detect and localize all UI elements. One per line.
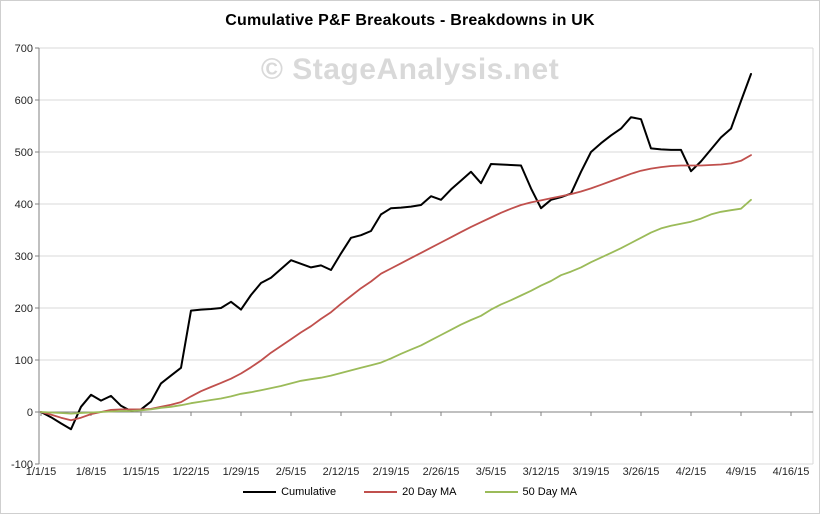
x-axis-label: 1/15/15 bbox=[123, 466, 160, 478]
x-axis-label: 2/12/15 bbox=[323, 466, 360, 478]
x-axis-label: 2/26/15 bbox=[423, 466, 460, 478]
y-axis-label: -100 bbox=[11, 459, 33, 471]
y-axis-label: 400 bbox=[15, 199, 33, 211]
series-line-20-day-ma bbox=[40, 154, 752, 422]
legend-swatch-20-day-ma bbox=[364, 491, 398, 493]
x-axis-label: 4/9/15 bbox=[726, 466, 757, 478]
x-axis-label: 2/19/15 bbox=[373, 466, 410, 478]
x-axis-label: 4/16/15 bbox=[773, 466, 810, 478]
series-line-50-day-ma bbox=[40, 198, 752, 415]
y-axis-label: 600 bbox=[15, 95, 33, 107]
y-axis-label: 0 bbox=[27, 407, 33, 419]
x-axis-label: 1/22/15 bbox=[173, 466, 210, 478]
legend-item-cumulative: Cumulative bbox=[243, 486, 336, 498]
legend-swatch-cumulative bbox=[243, 491, 277, 493]
legend-label-cumulative: Cumulative bbox=[281, 486, 337, 498]
x-axis-label: 3/5/15 bbox=[476, 466, 507, 478]
x-axis-label: 4/2/15 bbox=[676, 466, 707, 478]
y-axis-label: 100 bbox=[15, 355, 33, 367]
legend: Cumulative 20 Day MA 50 Day MA bbox=[1, 486, 819, 498]
legend-label-50-day-ma: 50 Day MA bbox=[522, 486, 577, 498]
x-axis-label: 1/8/15 bbox=[76, 466, 107, 478]
x-axis-label: 2/5/15 bbox=[276, 466, 307, 478]
x-axis-label: 1/1/15 bbox=[26, 466, 57, 478]
y-axis-label: 500 bbox=[15, 147, 33, 159]
legend-item-50-day-ma: 50 Day MA bbox=[484, 486, 577, 498]
x-axis-label: 3/12/15 bbox=[523, 466, 560, 478]
y-axis-label: 300 bbox=[15, 251, 33, 263]
y-axis-label: 200 bbox=[15, 303, 33, 315]
x-axis-label: 3/19/15 bbox=[573, 466, 610, 478]
x-axis-label: 3/26/15 bbox=[623, 466, 660, 478]
x-axis-label: 1/29/15 bbox=[223, 466, 260, 478]
chart-title: Cumulative P&F Breakouts - Breakdowns in… bbox=[225, 12, 595, 29]
y-axis-label: 700 bbox=[15, 43, 33, 55]
legend-label-20-day-ma: 20 Day MA bbox=[402, 486, 457, 498]
legend-item-20-day-ma: 20 Day MA bbox=[364, 486, 457, 498]
series-line-cumulative bbox=[40, 73, 752, 431]
legend-swatch-50-day-ma bbox=[484, 491, 518, 493]
